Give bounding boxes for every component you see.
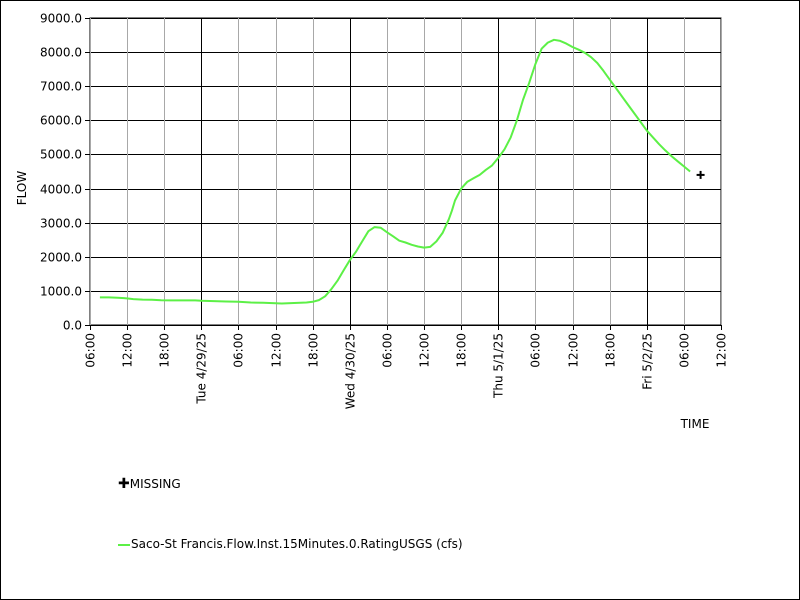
y-tick-label: 4000.0 <box>40 183 82 197</box>
y-tick-label: 0.0 <box>63 319 82 333</box>
x-tick-label: Wed 4/30/25 <box>344 333 358 409</box>
x-tick-label: Tue 4/29/25 <box>195 333 209 405</box>
legend-missing: ✚MISSING <box>118 477 181 491</box>
x-tick-label: Thu 5/1/25 <box>492 333 506 399</box>
plot-area <box>89 17 722 326</box>
y-axis-label: FLOW <box>15 171 29 206</box>
x-tick-label: 06:00 <box>232 333 246 368</box>
grid <box>89 17 722 326</box>
y-tick-label: 8000.0 <box>40 46 82 60</box>
legend-series-label: Saco-St Francis.Flow.Inst.15Minutes.0.Ra… <box>131 537 463 551</box>
x-tick-label: 12:00 <box>121 333 135 368</box>
y-tick-label: 5000.0 <box>40 148 82 162</box>
y-axis-ticks: 0.0 1000.0 2000.0 3000.0 4000.0 5000.0 6000.0 7… <box>40 12 90 333</box>
x-axis-ticks: 06:00 12:00 18:00 Tue 4/29/25 06:00 12:00 18:0… <box>84 325 729 409</box>
y-tick-label: 2000.0 <box>40 251 82 265</box>
x-tick-label: 18:00 <box>604 333 618 368</box>
y-tick-label: 1000.0 <box>40 285 82 299</box>
x-tick-label: 18:00 <box>158 333 172 368</box>
missing-markers <box>696 170 705 179</box>
y-tick-label: 7000.0 <box>40 80 82 94</box>
x-tick-label: 18:00 <box>455 333 469 368</box>
x-tick-label: Fri 5/2/25 <box>641 333 655 390</box>
x-tick-label: 06:00 <box>84 333 98 368</box>
x-tick-label: 06:00 <box>381 333 395 368</box>
x-tick-label: 12:00 <box>567 333 581 368</box>
x-axis-label: TIME <box>680 417 710 431</box>
plus-icon: ✚ <box>118 476 130 492</box>
x-tick-label: 12:00 <box>270 333 284 368</box>
x-tick-label: 06:00 <box>678 333 692 368</box>
series-line <box>99 38 691 305</box>
legend-missing-label: MISSING <box>129 477 181 491</box>
missing-point-plus-icon <box>696 170 705 179</box>
x-tick-label: 18:00 <box>307 333 321 368</box>
line-swatch-icon <box>118 543 130 546</box>
y-tick-label: 3000.0 <box>40 217 82 231</box>
x-tick-label: 12:00 <box>418 333 432 368</box>
x-tick-label: 12:00 <box>715 333 729 368</box>
y-tick-label: 9000.0 <box>40 12 82 26</box>
series-lines <box>99 38 691 305</box>
x-tick-label: 06:00 <box>529 333 543 368</box>
y-tick-label: 6000.0 <box>40 114 82 128</box>
legend-series: Saco-St Francis.Flow.Inst.15Minutes.0.Ra… <box>118 537 463 551</box>
